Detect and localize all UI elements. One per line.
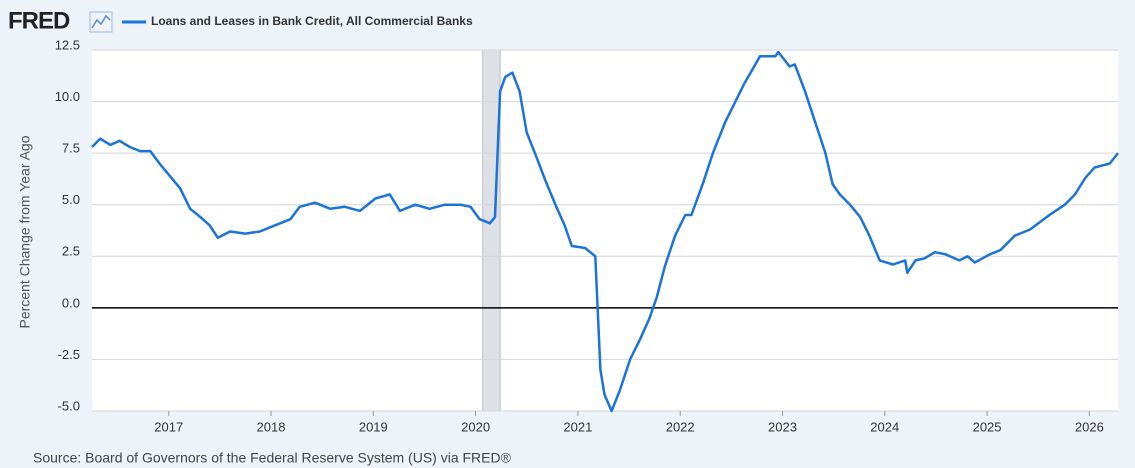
- x-tick-label: 2022: [666, 419, 695, 434]
- y-tick-label: 5.0: [62, 192, 80, 207]
- x-tick-label: 2023: [768, 419, 797, 434]
- x-tick-label: 2019: [359, 419, 388, 434]
- x-tick-label: 2021: [563, 419, 592, 434]
- x-tick-label: 2020: [461, 419, 490, 434]
- y-axis-label: Percent Change from Year Ago: [17, 135, 33, 328]
- y-tick-label: 2.5: [62, 244, 80, 259]
- legend-label: Loans and Leases in Bank Credit, All Com…: [151, 14, 473, 28]
- y-tick-label: -5.0: [58, 398, 80, 413]
- x-tick-label: 2024: [870, 419, 899, 434]
- logo-icon: [89, 11, 113, 33]
- x-tick-label: 2017: [154, 419, 183, 434]
- y-tick-label: 0.0: [62, 295, 80, 310]
- x-tick-label: 2025: [973, 419, 1002, 434]
- y-tick-label: 12.5: [55, 37, 80, 52]
- y-tick-label: 10.0: [55, 89, 80, 104]
- y-tick-label: -2.5: [58, 347, 80, 362]
- plot-area: [92, 50, 1118, 411]
- source: Source: Board of Governors of the Federa…: [33, 450, 512, 466]
- x-tick-label: 2018: [257, 419, 286, 434]
- recession-band: [482, 49, 501, 412]
- y-tick-label: 7.5: [62, 141, 80, 156]
- line-series: [91, 50, 1119, 413]
- logo: FRED: [8, 7, 70, 34]
- x-tick-label: 2026: [1075, 419, 1104, 434]
